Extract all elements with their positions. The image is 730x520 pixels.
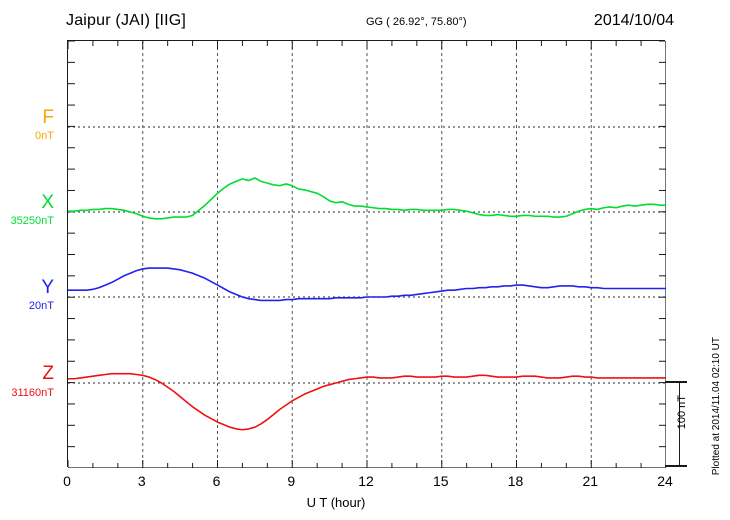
x-tick-label: 9	[287, 473, 296, 489]
series-label-Z: Z	[42, 363, 54, 384]
scale-bar-bottom-cap	[665, 465, 687, 467]
date-label: 2014/10/04	[593, 12, 674, 29]
x-tick-label: 21	[582, 473, 599, 489]
data-series	[68, 177, 666, 431]
plotted-at-timestamp: Plotted at 2014/11.04 02:10 UT	[711, 337, 722, 476]
grid-lines	[142, 41, 592, 468]
scale-bar-label: 100 nT	[676, 395, 688, 430]
axis-ticks	[68, 41, 666, 468]
x-axis-title: U T (hour)	[0, 495, 730, 510]
baseline-lines	[68, 126, 666, 384]
series-baseline-Z: 31160nT	[11, 387, 54, 399]
x-tick-label: 3	[137, 473, 146, 489]
series-trace-Z	[68, 372, 666, 431]
x-tick-label: 18	[507, 473, 524, 489]
x-tick-label: 0	[63, 473, 71, 489]
scale-bar-top-cap	[665, 381, 687, 383]
series-trace-X	[68, 177, 666, 220]
chart-canvas	[68, 41, 666, 468]
scale-bar-line	[679, 381, 680, 466]
series-trace-Y	[68, 267, 666, 302]
page-title: Jaipur (JAI) [IIG]	[66, 12, 187, 29]
series-label-X: X	[41, 192, 54, 213]
series-label-Y: Y	[41, 277, 54, 298]
series-baseline-Y: 20nT	[28, 300, 54, 312]
series-baseline-F: 0nT	[35, 130, 54, 142]
x-tick-label: 15	[432, 473, 449, 489]
x-tick-label: 6	[212, 473, 221, 489]
geographic-coordinates: GG ( 26.92°, 75.80°)	[366, 16, 467, 28]
x-tick-label: 12	[358, 473, 374, 489]
x-tick-label: 24	[657, 473, 673, 489]
x-axis-title-text: U T (hour)	[306, 495, 366, 510]
series-baseline-X: 35250nT	[10, 215, 54, 227]
plot-area	[67, 40, 666, 468]
series-label-F: F	[42, 107, 54, 128]
